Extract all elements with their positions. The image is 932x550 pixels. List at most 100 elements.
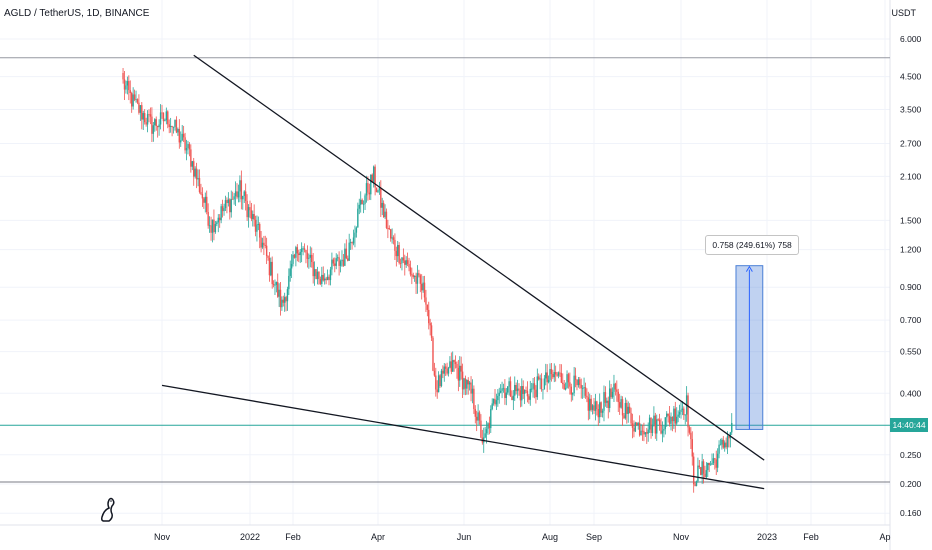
candle-down <box>674 408 676 424</box>
candle-down <box>219 217 221 221</box>
candle-up <box>261 242 264 248</box>
candle-down <box>702 461 705 474</box>
candle-down <box>687 395 689 428</box>
candle-up <box>283 297 286 303</box>
candle-up <box>216 222 218 225</box>
candle-up <box>348 242 350 261</box>
candle-up <box>381 202 383 208</box>
price-tick-label: 2.700 <box>900 138 922 148</box>
candle-down <box>319 278 322 284</box>
candle-up <box>326 276 329 281</box>
candle-down <box>190 149 192 167</box>
candle-down <box>714 458 716 460</box>
candle-up <box>164 120 166 122</box>
candle-up <box>477 412 479 421</box>
candle-down <box>480 420 482 438</box>
candle-down <box>342 259 345 266</box>
candle-down <box>389 229 392 239</box>
candle-up <box>274 284 276 286</box>
candle-up <box>681 408 684 410</box>
candle-down <box>641 430 644 432</box>
candle-down <box>646 432 648 434</box>
measure-tool-label[interactable]: 0.758 (249.61%) 758 <box>705 234 799 255</box>
trendline <box>161 384 765 490</box>
candle-up <box>440 370 443 387</box>
candle-down <box>148 114 150 115</box>
candle-down <box>519 390 522 401</box>
candle-up <box>505 392 507 399</box>
candle-up <box>676 416 678 424</box>
candle-up <box>339 261 342 266</box>
price-tick-label: 4.500 <box>900 72 922 82</box>
candle-up <box>344 248 346 266</box>
candle-up <box>603 392 605 411</box>
candle-down <box>375 187 378 193</box>
candle-down <box>271 261 273 285</box>
candle-down <box>554 372 557 375</box>
candle-up <box>466 380 468 389</box>
candle-up <box>401 257 403 264</box>
candle-up <box>711 463 713 465</box>
candle-down <box>131 93 133 107</box>
candle-down <box>367 183 369 193</box>
candle-down <box>240 180 243 200</box>
candle-down <box>658 419 661 426</box>
candle-up <box>549 368 551 380</box>
candle-up <box>656 419 658 434</box>
candle-down <box>210 225 212 233</box>
candle-down <box>626 402 628 414</box>
candle-down <box>623 415 625 419</box>
candle-down <box>388 228 390 230</box>
candle-up <box>211 219 214 233</box>
candle-up <box>378 187 381 191</box>
candle-up <box>413 275 416 277</box>
candle-down <box>574 375 577 380</box>
candle-up <box>169 125 172 127</box>
candle-down <box>667 413 669 416</box>
candle-up <box>624 402 627 419</box>
candle-down <box>426 304 429 310</box>
candle-up <box>302 248 304 250</box>
candle-up <box>208 225 211 227</box>
candle-down <box>433 370 436 376</box>
candle-down <box>322 274 324 281</box>
candle-up <box>523 390 526 394</box>
candle-down <box>133 94 136 100</box>
candle-up <box>321 274 323 284</box>
candle-down <box>419 275 421 284</box>
candle-down <box>660 425 662 434</box>
candle-up <box>154 119 156 126</box>
candle-up <box>514 385 516 396</box>
candle-down <box>138 102 140 113</box>
candle-down <box>168 124 170 127</box>
candle-down <box>526 390 529 397</box>
price-tick-label: 0.250 <box>900 450 922 460</box>
candle-down <box>195 168 198 180</box>
candle-up <box>132 94 134 107</box>
candle-down <box>552 374 554 378</box>
candle-up <box>601 410 604 413</box>
candle-down <box>303 248 306 250</box>
candle-up <box>288 275 290 290</box>
candle-up <box>357 208 359 228</box>
candle-down <box>722 439 724 448</box>
candle-down <box>567 374 570 383</box>
candle-up <box>499 390 502 393</box>
candle-up <box>247 207 250 218</box>
current-time-price-tag: 14:40:44 <box>890 418 928 433</box>
candle-down <box>630 413 632 424</box>
candle-down <box>538 376 540 380</box>
candle-down <box>408 263 410 268</box>
candle-down <box>184 137 186 151</box>
candle-down <box>264 245 266 246</box>
candle-up <box>358 204 360 209</box>
candle-down <box>454 362 457 365</box>
candle-down <box>690 432 692 440</box>
candle-down <box>385 211 388 228</box>
candle-up <box>502 388 505 390</box>
candle-up <box>644 432 647 435</box>
candle-down <box>387 227 389 229</box>
candle-up <box>233 196 235 200</box>
